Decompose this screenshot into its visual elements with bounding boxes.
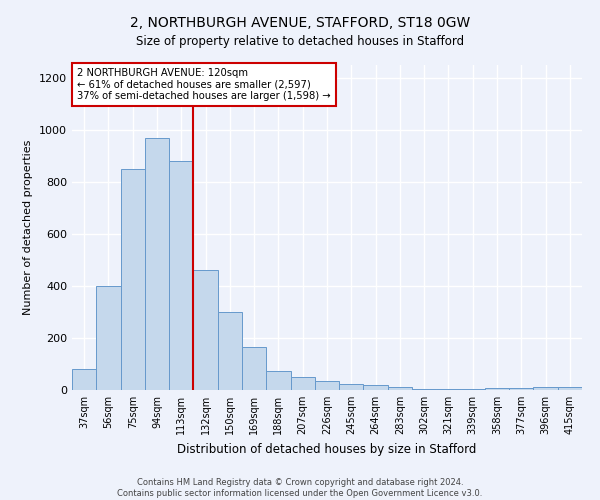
Bar: [121, 169, 145, 390]
Bar: [364, 386, 388, 390]
Text: Size of property relative to detached houses in Stafford: Size of property relative to detached ho…: [136, 34, 464, 48]
Bar: [193, 270, 218, 390]
X-axis label: Distribution of detached houses by size in Stafford: Distribution of detached houses by size …: [178, 442, 476, 456]
Bar: [169, 161, 193, 390]
Bar: [339, 384, 364, 390]
Text: 2 NORTHBURGH AVENUE: 120sqm
← 61% of detached houses are smaller (2,597)
37% of : 2 NORTHBURGH AVENUE: 120sqm ← 61% of det…: [77, 68, 331, 102]
Bar: [218, 312, 242, 390]
Bar: [266, 370, 290, 390]
Bar: [96, 286, 121, 390]
Bar: [461, 389, 485, 390]
Bar: [242, 347, 266, 390]
Y-axis label: Number of detached properties: Number of detached properties: [23, 140, 34, 315]
Bar: [290, 377, 315, 390]
Bar: [388, 388, 412, 390]
Bar: [485, 388, 509, 390]
Text: Contains HM Land Registry data © Crown copyright and database right 2024.
Contai: Contains HM Land Registry data © Crown c…: [118, 478, 482, 498]
Bar: [436, 389, 461, 390]
Bar: [509, 388, 533, 390]
Bar: [72, 369, 96, 390]
Bar: [315, 381, 339, 390]
Bar: [533, 387, 558, 390]
Text: 2, NORTHBURGH AVENUE, STAFFORD, ST18 0GW: 2, NORTHBURGH AVENUE, STAFFORD, ST18 0GW: [130, 16, 470, 30]
Bar: [145, 138, 169, 390]
Bar: [558, 387, 582, 390]
Bar: [412, 389, 436, 390]
